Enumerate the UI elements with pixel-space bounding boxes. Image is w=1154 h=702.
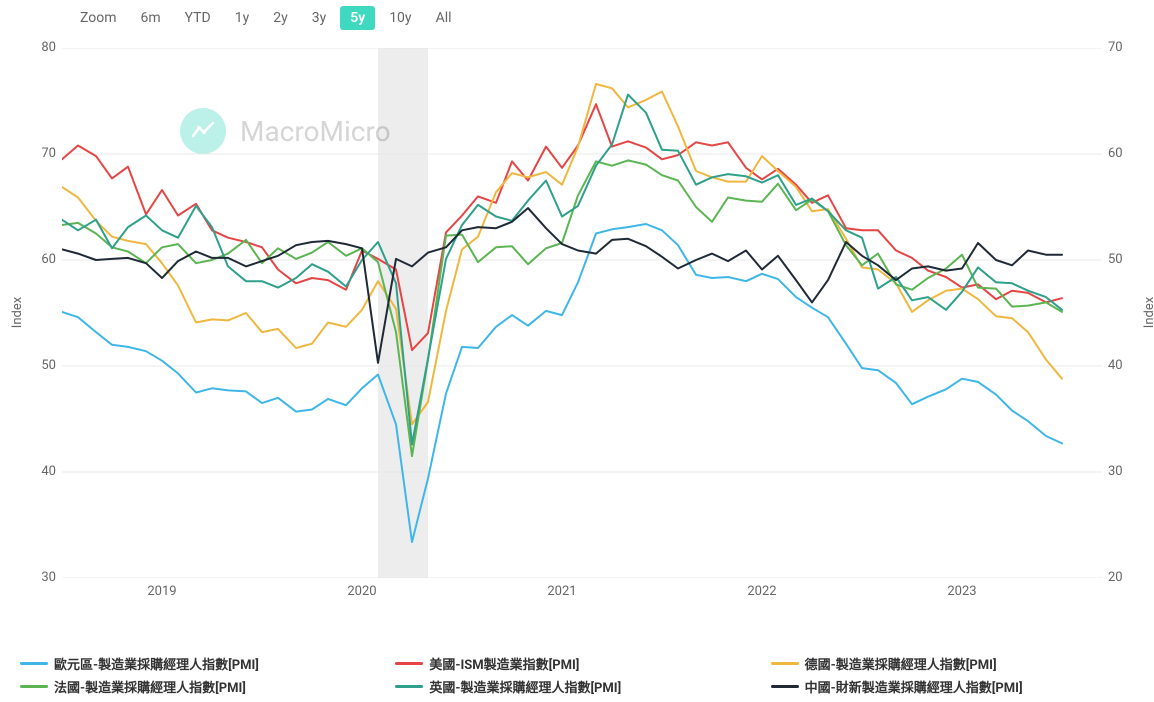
- zoom-btn-2y[interactable]: 2y: [263, 6, 298, 30]
- y-right-tick: 60: [1108, 146, 1142, 161]
- zoom-btn-6m[interactable]: 6m: [131, 6, 171, 30]
- legend-item-uk[interactable]: 英國-製造業採購經理人指數[PMI]: [395, 677, 758, 696]
- legend-swatch: [20, 685, 48, 688]
- y-left-tick: 30: [22, 570, 56, 585]
- legend-item-eurozone[interactable]: 歐元區-製造業採購經理人指數[PMI]: [20, 654, 383, 673]
- zoom-btn-10y[interactable]: 10y: [379, 6, 421, 30]
- y-right-tick: 30: [1108, 464, 1142, 479]
- y-left-tick: 80: [22, 40, 56, 55]
- y-right-tick: 50: [1108, 252, 1142, 267]
- legend-swatch: [395, 662, 423, 665]
- x-tick: 2019: [137, 584, 187, 599]
- legend-swatch: [20, 662, 48, 665]
- y-axis-left-label: Index: [10, 297, 25, 328]
- y-axis-right-label: Index: [1142, 297, 1154, 328]
- legend-label: 美國-ISM製造業指數[PMI]: [429, 654, 579, 673]
- legend-swatch: [771, 662, 799, 665]
- zoom-label: Zoom: [80, 10, 117, 26]
- y-right-tick: 40: [1108, 358, 1142, 373]
- zoom-btn-ytd[interactable]: YTD: [175, 6, 221, 30]
- legend-item-france[interactable]: 法國-製造業採購經理人指數[PMI]: [20, 677, 383, 696]
- x-tick: 2021: [537, 584, 587, 599]
- chart-area: MacroMicro Index Index 30405060708020304…: [0, 28, 1154, 638]
- zoom-toolbar: Zoom 6mYTD1y2y3y5y10yAll: [80, 6, 462, 30]
- series-line-france[interactable]: [62, 160, 1062, 456]
- series-line-eurozone[interactable]: [62, 224, 1062, 542]
- legend: 歐元區-製造業採購經理人指數[PMI] 美國-ISM製造業指數[PMI] 德國-製造…: [20, 654, 1134, 696]
- legend-label: 中國-財新製造業採購經理人指數[PMI]: [805, 677, 1023, 696]
- legend-item-china_caixin[interactable]: 中國-財新製造業採購經理人指數[PMI]: [771, 677, 1134, 696]
- y-right-tick: 70: [1108, 40, 1142, 55]
- legend-label: 法國-製造業採購經理人指數[PMI]: [54, 677, 246, 696]
- zoom-btn-all[interactable]: All: [426, 6, 462, 30]
- x-tick: 2022: [737, 584, 787, 599]
- zoom-btn-5y[interactable]: 5y: [340, 6, 375, 30]
- chart-svg: [62, 48, 1102, 578]
- y-right-tick: 20: [1108, 570, 1142, 585]
- legend-item-us_ism[interactable]: 美國-ISM製造業指數[PMI]: [395, 654, 758, 673]
- zoom-btn-1y[interactable]: 1y: [225, 6, 260, 30]
- legend-item-germany[interactable]: 德國-製造業採購經理人指數[PMI]: [771, 654, 1134, 673]
- chart-container: Zoom 6mYTD1y2y3y5y10yAll MacroMicro Inde…: [0, 0, 1154, 702]
- series-line-germany[interactable]: [62, 84, 1062, 424]
- y-left-tick: 60: [22, 252, 56, 267]
- y-left-tick: 40: [22, 464, 56, 479]
- legend-label: 歐元區-製造業採購經理人指數[PMI]: [54, 654, 259, 673]
- legend-label: 德國-製造業採購經理人指數[PMI]: [805, 654, 997, 673]
- legend-swatch: [395, 685, 423, 688]
- y-left-tick: 50: [22, 358, 56, 373]
- x-tick: 2023: [937, 584, 987, 599]
- y-left-tick: 70: [22, 146, 56, 161]
- plot-area[interactable]: [62, 48, 1102, 578]
- x-tick: 2020: [337, 584, 387, 599]
- legend-swatch: [771, 685, 799, 688]
- zoom-btn-3y[interactable]: 3y: [302, 6, 337, 30]
- legend-label: 英國-製造業採購經理人指數[PMI]: [429, 677, 621, 696]
